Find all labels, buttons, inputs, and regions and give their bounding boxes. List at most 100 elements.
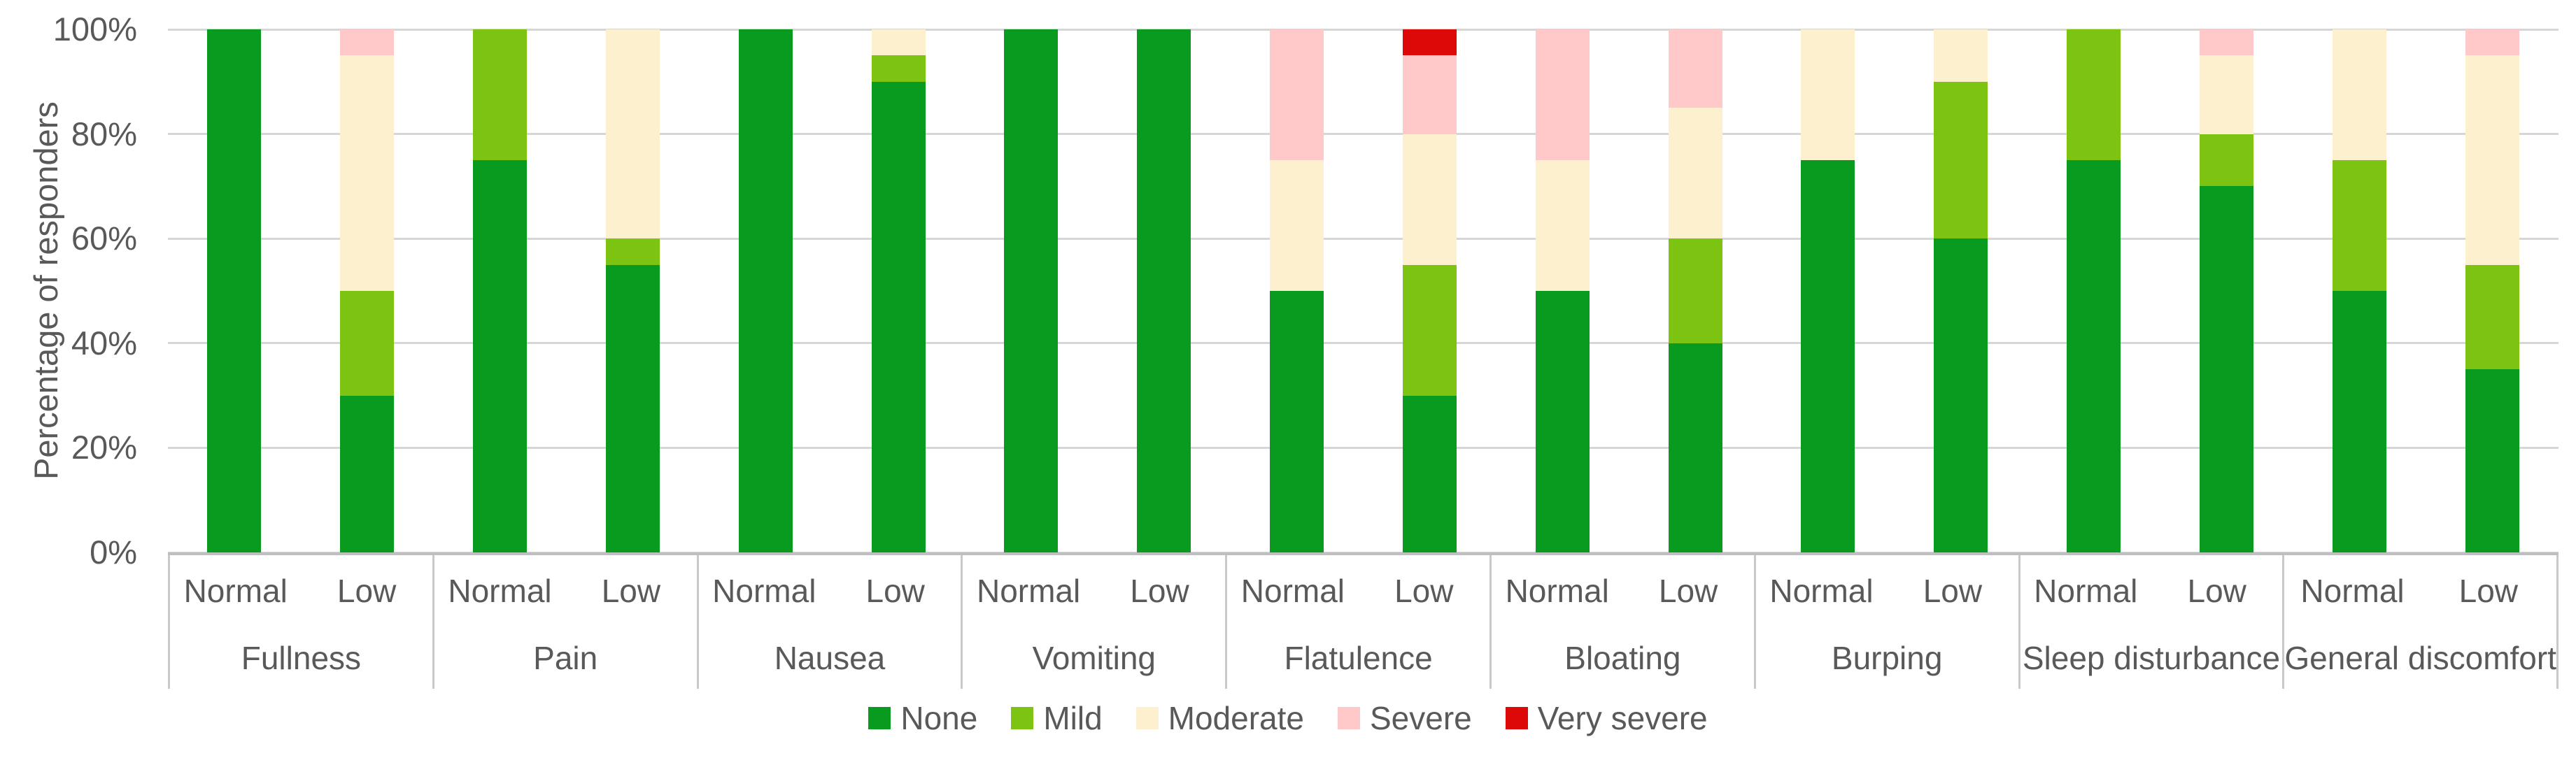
bar-group-burping [1762, 29, 2027, 552]
bar-segment-mild [1934, 81, 1988, 239]
bar-segment-none [1402, 395, 1457, 552]
bar-segment-none [871, 81, 926, 552]
bar-segment-moderate [871, 29, 926, 56]
group-label: Vomiting [1032, 639, 1156, 676]
legend-item-very-severe: Very severe [1505, 699, 1708, 737]
bar-segment-moderate [2465, 55, 2519, 265]
bar-segment-mild [1402, 264, 1457, 396]
bar-slot [2027, 29, 2160, 552]
group-label: Flatulence [1284, 639, 1433, 676]
bar-segment-none [473, 160, 528, 552]
sub-category-label: Low [1658, 573, 1718, 610]
bar-slot [1231, 29, 1364, 552]
axis-sub-row: Normal Low [2021, 555, 2283, 627]
stacked-bar-bloating-normal [1535, 29, 1590, 552]
bar-slot [1364, 29, 1496, 552]
bar-slot [2426, 29, 2559, 552]
bar-segment-severe [1402, 55, 1457, 134]
bar-segment-moderate [605, 29, 660, 239]
bar-segment-none [1535, 291, 1590, 552]
stacked-bar-vomiting-low [1137, 29, 1191, 552]
bar-segment-severe [2199, 29, 2253, 56]
legend-label: Mild [1043, 700, 1103, 736]
stacked-bar-bloating-low [1668, 29, 1722, 552]
bar-segment-mild [340, 291, 395, 396]
plot-area [168, 28, 2559, 554]
axis-group-fullness: Normal Low Fullness [168, 555, 432, 689]
bar-group-vomiting [965, 29, 1231, 552]
bar-segment-none [1137, 29, 1191, 552]
axis-sub-row: Normal Low [1492, 555, 1754, 627]
sub-category-label: Low [2458, 573, 2519, 610]
bar-segment-mild [1668, 238, 1722, 343]
bar-group-bloating [1496, 29, 1762, 552]
legend-swatch [1135, 707, 1159, 729]
stacked-bar-general-discomfort-normal [2332, 29, 2386, 552]
bar-segment-mild [2067, 29, 2121, 160]
bar-segment-none [1801, 160, 1855, 552]
bar-segment-mild [605, 238, 660, 265]
sub-category-label: Low [601, 573, 661, 610]
group-label: Fullness [241, 639, 362, 676]
axis-group-general-discomfort: Normal Low General discomfort [2282, 555, 2559, 689]
axis-sub-row: Normal Low [170, 555, 432, 627]
group-label: Nausea [774, 639, 886, 676]
bar-slot [1762, 29, 1895, 552]
legend: None Mild Moderate Severe Very severe [0, 699, 2576, 737]
bar-segment-severe [1535, 29, 1590, 160]
stacked-bar-fullness-normal [207, 29, 262, 552]
bar-group-flatulence [1231, 29, 1496, 552]
y-tick-label: 80% [71, 115, 137, 152]
axis-sub-row: Normal Low [1227, 555, 1489, 627]
bar-segment-none [2332, 291, 2386, 552]
bar-slot [1496, 29, 1629, 552]
sub-category-label: Low [1130, 573, 1189, 610]
stacked-bar-flatulence-normal [1270, 29, 1324, 552]
bar-segment-severe [340, 29, 395, 56]
bar-segment-mild [2332, 160, 2386, 291]
stacked-bar-fullness-low [340, 29, 395, 552]
legend-label: None [900, 700, 978, 736]
bar-segment-none [1004, 29, 1059, 552]
y-tick-label: 60% [71, 220, 137, 257]
legend-swatch [868, 707, 891, 729]
axis-group-vomiting: Normal Low Vomiting [961, 555, 1225, 689]
legend-item-moderate: Moderate [1135, 699, 1304, 737]
legend-label: Very severe [1537, 700, 1708, 736]
stacked-bar-nausea-normal [738, 29, 793, 552]
stacked-bar-burping-low [1934, 29, 1988, 552]
bar-segment-none [1668, 343, 1722, 552]
bar-slot [832, 29, 965, 552]
group-label: Pain [533, 639, 598, 676]
sub-category-label: Low [2187, 573, 2246, 610]
gridline-60pct [168, 237, 2559, 240]
sub-category-label: Normal [712, 573, 816, 610]
axis-sub-row: Normal Low [1756, 555, 2018, 627]
bar-slot [1629, 29, 1762, 552]
bar-segment-none [340, 395, 395, 552]
sub-category-label: Low [337, 573, 397, 610]
bar-group-nausea [699, 29, 965, 552]
gridline-40pct [168, 342, 2559, 345]
bar-segment-moderate [1934, 29, 1988, 82]
sub-category-label: Normal [1505, 573, 1609, 610]
sub-category-label: Low [865, 573, 925, 610]
legend-item-none: None [868, 699, 977, 737]
bars-layer [168, 29, 2559, 552]
legend-swatch [1338, 707, 1360, 729]
group-label: Burping [1831, 639, 1943, 676]
y-tick-label: 0% [90, 534, 137, 571]
bar-segment-moderate [2199, 55, 2253, 134]
stacked-bar-sleep-disturbance-low [2199, 29, 2253, 552]
bar-segment-none [1934, 238, 1988, 552]
stacked-bar-general-discomfort-low [2465, 29, 2519, 552]
bar-segment-none [738, 29, 793, 552]
sub-category-label: Normal [976, 573, 1081, 610]
y-tick-label: 40% [71, 324, 137, 362]
legend-item-severe: Severe [1338, 699, 1472, 737]
bar-segment-mild [2199, 134, 2253, 187]
stacked-bar-flatulence-low [1402, 29, 1457, 552]
bar-slot [1098, 29, 1231, 552]
bar-segment-none [2067, 160, 2121, 552]
axis-sub-row: Normal Low [2284, 555, 2556, 627]
